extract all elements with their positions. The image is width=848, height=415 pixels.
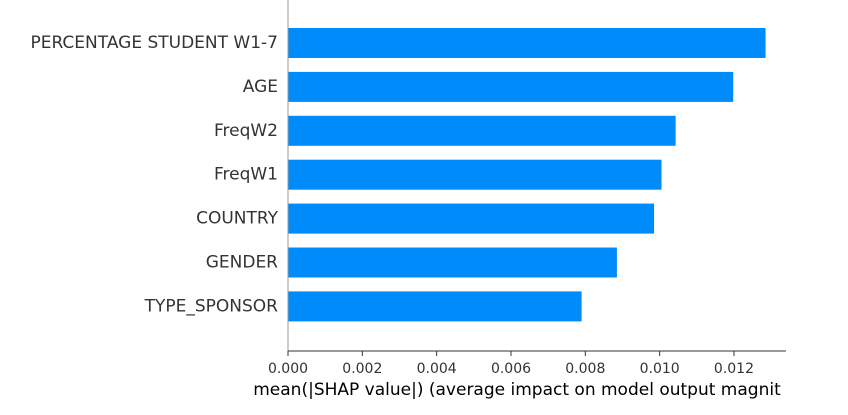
x-ticks: 0.000 0.002 0.004 0.006 0.008 0.010 0.012 bbox=[268, 351, 754, 377]
category-label-5: GENDER bbox=[206, 253, 278, 273]
x-tick-label-4: 0.008 bbox=[565, 361, 605, 377]
category-label-2: FreqW2 bbox=[214, 121, 278, 141]
bar-2 bbox=[288, 115, 676, 146]
bar-1 bbox=[288, 71, 734, 102]
bar-3 bbox=[288, 159, 662, 190]
bars-layer bbox=[288, 28, 766, 322]
x-tick-label-3: 0.006 bbox=[491, 361, 531, 377]
category-label-6: TYPE_SPONSOR bbox=[144, 296, 279, 316]
x-tick-label-5: 0.010 bbox=[640, 361, 680, 377]
category-label-4: COUNTRY bbox=[196, 209, 279, 229]
x-tick-label-6: 0.012 bbox=[714, 361, 754, 377]
category-label-1: AGE bbox=[243, 77, 278, 97]
bar-0 bbox=[288, 28, 766, 58]
bar-6 bbox=[288, 291, 582, 322]
x-tick-label-0: 0.000 bbox=[268, 361, 308, 377]
category-labels: PERCENTAGE STUDENT W1-7 AGE FreqW2 FreqW1 CO… bbox=[30, 33, 278, 316]
bar-4 bbox=[288, 203, 655, 234]
x-tick-label-2: 0.004 bbox=[417, 361, 457, 377]
x-tick-label-1: 0.002 bbox=[342, 361, 382, 377]
bar-5 bbox=[288, 247, 617, 278]
category-label-0: PERCENTAGE STUDENT W1-7 bbox=[30, 33, 278, 53]
x-axis-title: mean(|SHAP value|) (average impact on mo… bbox=[253, 380, 781, 400]
category-label-3: FreqW1 bbox=[214, 165, 278, 185]
